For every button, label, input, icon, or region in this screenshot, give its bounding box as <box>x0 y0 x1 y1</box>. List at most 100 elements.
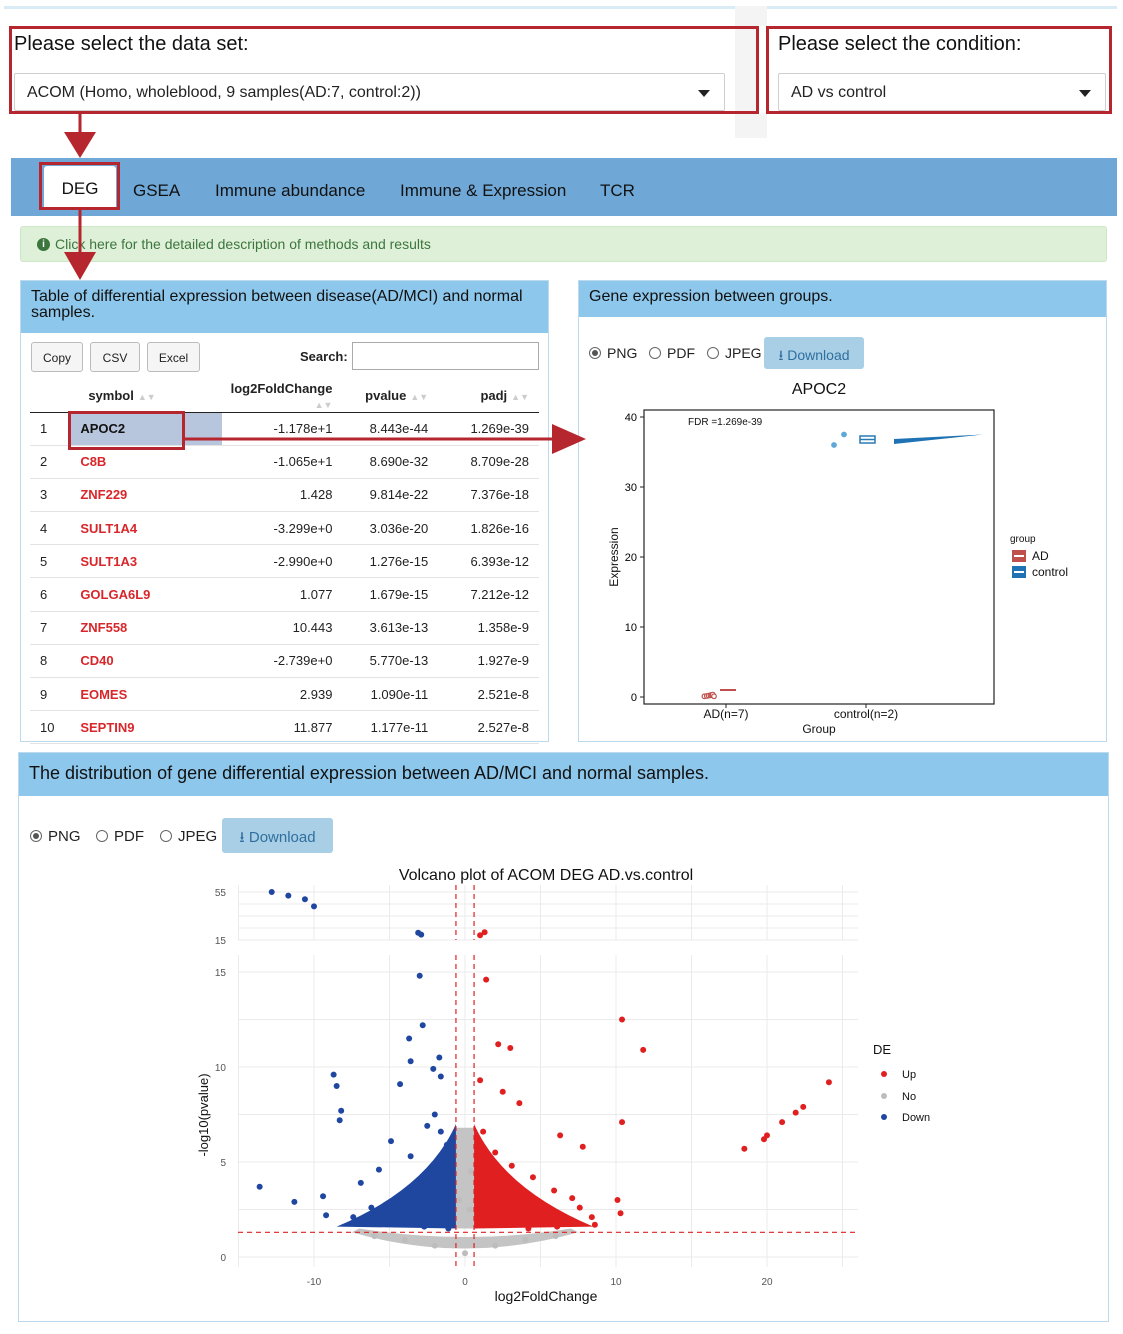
expr-format-pdf[interactable]: PDF <box>649 345 695 361</box>
volcano-plot-title: Volcano plot of ACOM DEG AD.vs.control <box>399 867 693 884</box>
volcano-ylabel: -log10(pvalue) <box>196 1073 211 1156</box>
gene-symbol[interactable]: GOLGA6L9 <box>70 577 222 612</box>
volcano-point-down <box>336 1117 343 1124</box>
row-index: 1 <box>30 412 71 446</box>
volcano-point-down <box>330 1071 337 1078</box>
expr-legend-title: group <box>1010 534 1036 545</box>
volcano-point-down <box>437 1128 444 1135</box>
legend-down-dot <box>881 1114 887 1120</box>
table-row[interactable]: 10 SEPTIN9 11.877 1.177e-11 2.527e-8 <box>30 710 539 745</box>
gene-symbol[interactable]: SULT1A3 <box>70 544 222 579</box>
table-row[interactable]: 8 CD40 -2.739e+0 5.770e-13 1.927e-9 <box>30 644 539 679</box>
padj-value: 7.376e-18 <box>438 478 539 513</box>
volcano-xtick-label: -10 <box>307 1277 322 1288</box>
col-padj[interactable]: padj ▲▼ <box>438 380 539 413</box>
gene-symbol[interactable]: SULT1A4 <box>70 511 222 546</box>
expr-legend-control: control <box>1032 565 1068 579</box>
expr-points <box>701 431 847 700</box>
log2foldchange-value: 1.428 <box>221 478 343 513</box>
volcano-point-down <box>448 1195 455 1202</box>
expr-format-png[interactable]: PNG <box>589 345 637 361</box>
volcano-point-up <box>483 976 490 983</box>
table-row[interactable]: 9 EOMES 2.939 1.090e-11 2.521e-8 <box>30 677 539 712</box>
table-row[interactable]: 6 GOLGA6L9 1.077 1.679e-15 7.212e-12 <box>30 577 539 612</box>
radio-icon <box>96 830 108 842</box>
volcano-format-jpeg[interactable]: JPEG <box>160 828 217 845</box>
volcano-format-pdf[interactable]: PDF <box>96 828 144 845</box>
tab-gsea[interactable]: GSEA <box>133 181 181 200</box>
table-row[interactable]: 5 SULT1A3 -2.990e+0 1.276e-15 6.393e-12 <box>30 544 539 579</box>
row-index: 3 <box>30 478 71 513</box>
box-ad <box>720 689 736 691</box>
padj-value: 6.393e-12 <box>438 544 539 579</box>
volcano-point-up <box>477 932 484 939</box>
volcano-point-down <box>333 1083 340 1089</box>
dataset-value: ACOM (Homo, wholeblood, 9 samples(AD:7, … <box>27 84 421 101</box>
copy-button[interactable]: Copy <box>31 342 83 372</box>
table-row[interactable]: 3 ZNF229 1.428 9.814e-22 7.376e-18 <box>30 478 539 513</box>
volcano-format-png[interactable]: PNG <box>30 828 81 845</box>
volcano-point-up <box>525 1225 532 1232</box>
gene-symbol[interactable]: C8B <box>70 445 222 479</box>
volcano-point-down <box>449 1170 456 1177</box>
gene-symbol[interactable]: CD40 <box>70 644 222 679</box>
volcano-point-down <box>407 1058 414 1065</box>
volcano-legend-up: Up <box>902 1069 916 1081</box>
gene-symbol[interactable]: SEPTIN9 <box>70 710 222 745</box>
legend-up-dot <box>881 1071 887 1077</box>
dataset-select[interactable]: ACOM (Homo, wholeblood, 9 samples(AD:7, … <box>14 73 725 111</box>
volcano-point-down <box>397 1081 404 1088</box>
volcano-point-up <box>619 1119 626 1126</box>
condition-select[interactable]: AD vs control <box>778 73 1106 111</box>
volcano-point-up <box>825 1079 832 1086</box>
volcano-ytick-label: 55 <box>215 888 227 899</box>
table-row[interactable]: 7 ZNF558 10.443 3.613e-13 1.358e-9 <box>30 611 539 645</box>
volcano-point-up <box>576 1204 583 1211</box>
radio-icon <box>707 347 719 359</box>
log2foldchange-value: -1.065e+1 <box>221 445 343 479</box>
volcano-download-button[interactable]: ⭳ Download <box>222 818 333 853</box>
volcano-point-down <box>311 903 317 910</box>
col-pvalue[interactable]: pvalue ▲▼ <box>342 380 439 413</box>
pvalue-value: 1.177e-11 <box>342 710 439 745</box>
volcano-point-down <box>256 1183 263 1190</box>
pvalue-value: 1.679e-15 <box>342 577 439 612</box>
methods-info-link[interactable]: i Click here for the detailed descriptio… <box>20 226 1107 262</box>
tab-immune-abundance[interactable]: Immune abundance <box>215 181 366 200</box>
radio-icon <box>589 347 601 359</box>
table-row[interactable]: 4 SULT1A4 -3.299e+0 3.036e-20 1.826e-16 <box>30 511 539 546</box>
expr-plot-frame <box>643 409 995 705</box>
volcano-point-down <box>416 972 423 979</box>
expr-ytick-label: 0 <box>631 692 637 704</box>
table-row[interactable]: 2 C8B -1.065e+1 8.690e-32 8.709e-28 <box>30 445 539 479</box>
volcano-xtick-label: 10 <box>610 1277 622 1288</box>
volcano-legend-no: No <box>902 1091 916 1103</box>
log2foldchange-value: -2.990e+0 <box>221 544 343 579</box>
gene-symbol[interactable]: APOC2 <box>70 412 222 446</box>
tab-deg[interactable]: DEG <box>44 166 116 210</box>
col-symbol[interactable]: symbol ▲▼ <box>70 380 222 413</box>
excel-button[interactable]: Excel <box>147 342 200 372</box>
col-log2foldchange[interactable]: log2FoldChange▲▼ <box>221 380 343 413</box>
search-input[interactable] <box>352 342 539 370</box>
tab-tcr[interactable]: TCR <box>600 181 635 200</box>
volcano-plot: Volcano plot of ACOM DEG AD.vs.control -… <box>196 867 930 1304</box>
gene-symbol[interactable]: ZNF229 <box>70 478 222 513</box>
gene-symbol[interactable]: ZNF558 <box>70 611 222 645</box>
expr-ytick-label: 30 <box>625 482 637 494</box>
chevron-down-icon <box>698 90 710 97</box>
volcano-point-no <box>462 1250 468 1257</box>
volcano-point-down <box>445 1225 452 1232</box>
csv-button[interactable]: CSV <box>90 342 140 372</box>
annotation-box-tab <box>39 162 120 210</box>
pvalue-value: 3.036e-20 <box>342 511 439 546</box>
volcano-point-down <box>436 1054 443 1061</box>
expr-plot-title: APOC2 <box>792 381 846 398</box>
expr-download-button[interactable]: ⭳ Download <box>764 337 864 369</box>
row-index: 5 <box>30 544 71 579</box>
gene-symbol[interactable]: EOMES <box>70 677 222 712</box>
padj-value: 8.709e-28 <box>438 445 539 479</box>
expr-format-jpeg[interactable]: JPEG <box>707 345 762 361</box>
tab-immune-expression[interactable]: Immune & Expression <box>400 181 567 200</box>
volcano-point-down <box>301 896 308 903</box>
